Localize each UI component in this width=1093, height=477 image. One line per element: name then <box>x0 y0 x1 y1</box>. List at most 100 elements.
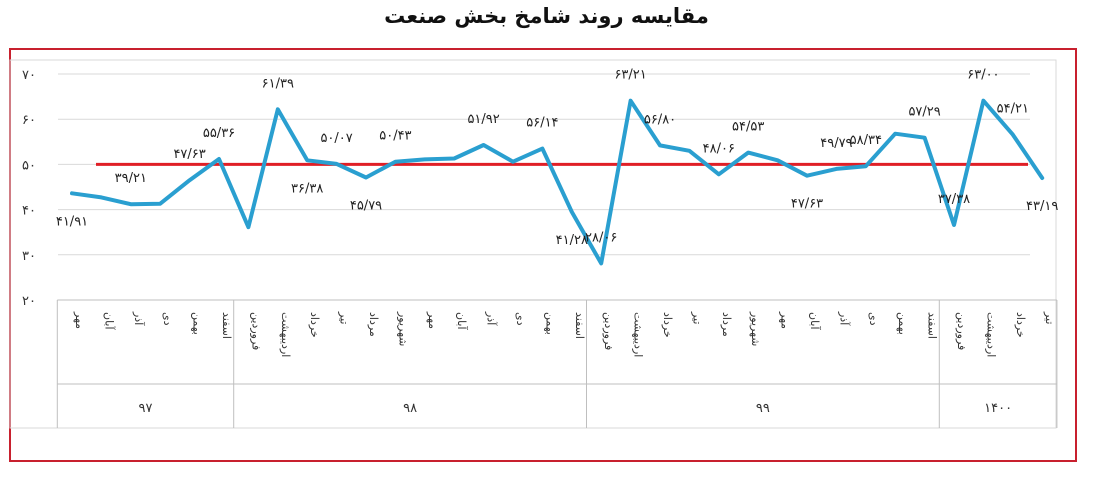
x-tick-label: بهمن <box>191 312 204 335</box>
plot-area-border <box>9 59 1057 429</box>
x-tick-label: اردیبهشت <box>984 312 997 357</box>
data-point <box>717 172 721 176</box>
data-label: ۴۵/۷۹ <box>350 199 382 214</box>
x-tick-label: تیر <box>1043 311 1056 324</box>
data-point <box>776 158 780 162</box>
x-tick-label: مرداد <box>720 312 733 337</box>
x-tick-label: اسفند <box>573 312 586 339</box>
x-tick-label: خرداد <box>1014 312 1027 338</box>
data-label: ۴۷/۶۳ <box>791 197 823 212</box>
data-label: ۵۱/۹۲ <box>467 112 499 127</box>
data-point <box>570 210 574 214</box>
y-tick-label: ۶۰ <box>22 113 36 128</box>
y-tick-label: ۴۰ <box>22 204 36 219</box>
data-label: ۶۳/۰۰ <box>967 68 999 83</box>
data-point <box>423 157 427 161</box>
data-label: ۵۸/۳۴ <box>850 133 882 148</box>
data-point <box>952 223 956 227</box>
x-tick-label: بهمن <box>896 312 909 335</box>
y-tick-label: ۲۰ <box>22 294 36 309</box>
x-tick-label: مهر <box>426 311 439 329</box>
x-tick-label: مهر <box>73 311 86 329</box>
x-tick-label: آذر <box>837 311 851 326</box>
data-point <box>1040 176 1044 180</box>
data-label: ۵۵/۳۶ <box>203 126 235 141</box>
x-tick-label: تیر <box>338 311 351 324</box>
data-label: ۴۱/۹۱ <box>56 214 88 229</box>
x-tick-label: بهمن <box>543 312 556 335</box>
x-tick-label: مهر <box>779 311 792 329</box>
x-tick-label: دی <box>867 312 880 326</box>
data-label: ۵۴/۲۱ <box>997 102 1029 117</box>
data-point <box>70 191 74 195</box>
data-point <box>864 164 868 168</box>
x-tick-label: فروردین <box>955 312 968 350</box>
x-tick-label: آذر <box>485 311 499 326</box>
x-tick-label: آبان <box>455 312 469 330</box>
data-point <box>599 261 603 265</box>
data-point <box>364 176 368 180</box>
data-label: ۵۴/۵۳ <box>732 120 764 135</box>
data-label: ۵۷/۲۹ <box>908 105 940 120</box>
data-label: ۲۸/۰۶ <box>585 230 617 245</box>
data-point <box>188 178 192 182</box>
data-point <box>629 99 633 103</box>
x-tick-label: آبان <box>102 312 116 330</box>
x-tick-label: فروردین <box>249 312 262 350</box>
data-point <box>217 157 221 161</box>
data-point <box>305 158 309 162</box>
x-tick-label: آذر <box>132 311 146 326</box>
data-point <box>1011 133 1015 137</box>
x-tick-label: خرداد <box>661 312 674 338</box>
data-label: ۴۸/۰۶ <box>703 141 735 156</box>
data-point <box>482 143 486 147</box>
x-group-label: ۱۴۰۰ <box>984 401 1012 416</box>
data-point <box>834 167 838 171</box>
x-tick-label: اردیبهشت <box>279 312 292 357</box>
data-label: ۵۰/۰۷ <box>320 131 352 146</box>
x-tick-label: اردیبهشت <box>632 312 645 357</box>
data-point <box>246 225 250 229</box>
data-point <box>393 160 397 164</box>
x-group-label: ۹۹ <box>756 401 770 416</box>
x-tick-label: شهریور <box>396 311 409 346</box>
series-line <box>70 98 1045 266</box>
data-point <box>511 160 515 164</box>
data-label: ۶۱/۳۹ <box>262 76 294 91</box>
data-label: ۴۳/۱۹ <box>1026 199 1058 214</box>
data-point <box>335 162 339 166</box>
data-label: ۳۹/۲۱ <box>115 171 147 186</box>
x-tick-label: تیر <box>690 311 703 324</box>
x-tick-label: خرداد <box>308 312 321 338</box>
x-tick-label: دی <box>514 312 527 326</box>
data-label: ۴۱/۲۸ <box>556 233 588 248</box>
data-point <box>129 202 133 206</box>
data-point <box>158 202 162 206</box>
data-label: ۶۳/۲۱ <box>614 68 646 83</box>
data-point <box>540 147 544 151</box>
x-group-label: ۹۸ <box>403 401 417 416</box>
data-point <box>981 99 985 103</box>
x-tick-label: آبان <box>808 312 822 330</box>
data-label: ۵۶/۸۰ <box>644 112 676 127</box>
data-label: ۴۷/۶۳ <box>173 147 205 162</box>
data-point <box>99 195 103 199</box>
data-label: ۴۹/۷۹ <box>820 136 852 151</box>
y-tick-label: ۵۰ <box>22 158 36 173</box>
data-point <box>893 132 897 136</box>
data-label: ۵۰/۴۳ <box>379 129 411 144</box>
data-point <box>746 151 750 155</box>
data-point <box>452 157 456 161</box>
data-label: ۳۷/۳۸ <box>938 192 970 207</box>
data-point <box>805 174 809 178</box>
data-label: ۳۶/۳۸ <box>291 181 323 196</box>
x-tick-label: فروردین <box>602 312 615 350</box>
data-point <box>276 107 280 111</box>
x-tick-label: اسفند <box>926 312 939 339</box>
data-point <box>658 143 662 147</box>
data-label: ۵۶/۱۴ <box>526 116 558 131</box>
x-tick-label: دی <box>161 312 174 326</box>
data-point <box>923 136 927 140</box>
x-tick-label: مرداد <box>367 312 380 337</box>
